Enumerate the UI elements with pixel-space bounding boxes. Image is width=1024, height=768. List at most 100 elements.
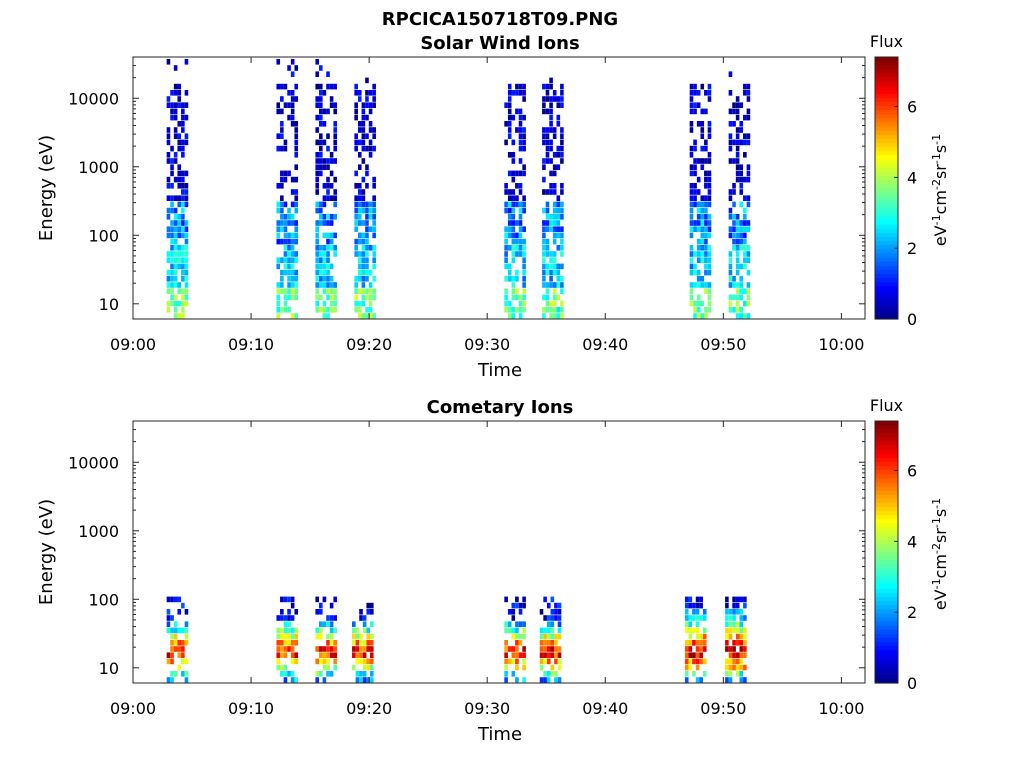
colorbar-step bbox=[875, 650, 898, 655]
heatmap-cell bbox=[315, 164, 320, 170]
heatmap-cell bbox=[560, 96, 564, 102]
heatmap-cell bbox=[294, 313, 299, 319]
heatmap-cell bbox=[511, 90, 516, 96]
heatmap-cell bbox=[725, 640, 729, 646]
heatmap-cell bbox=[177, 257, 182, 263]
heatmap-cell bbox=[542, 96, 546, 102]
heatmap-cell bbox=[173, 621, 178, 627]
heatmap-cell bbox=[546, 677, 551, 683]
heatmap-cell bbox=[329, 214, 334, 220]
heatmap-cell bbox=[365, 77, 369, 84]
heatmap-cell bbox=[290, 201, 295, 208]
heatmap-cell bbox=[746, 294, 751, 301]
heatmap-cell bbox=[696, 300, 701, 307]
heatmap-cell bbox=[329, 220, 334, 226]
heatmap-cell bbox=[746, 257, 751, 263]
heatmap-cell bbox=[173, 282, 178, 288]
heatmap-cell bbox=[166, 96, 171, 102]
heatmap-cell bbox=[280, 640, 284, 646]
heatmap-cell bbox=[315, 282, 320, 288]
heatmap-cell bbox=[739, 652, 744, 658]
heatmap-cell bbox=[329, 170, 334, 177]
heatmap-cell bbox=[287, 263, 291, 270]
heatmap-cell bbox=[361, 207, 366, 214]
colorbar-step bbox=[875, 122, 898, 128]
y-tick-label: 10 bbox=[99, 659, 119, 678]
heatmap-cell bbox=[552, 294, 557, 301]
heatmap-cell bbox=[170, 238, 174, 245]
heatmap-cell bbox=[287, 615, 291, 621]
heatmap-cell bbox=[352, 633, 356, 640]
heatmap-cell bbox=[684, 640, 689, 646]
heatmap-cell bbox=[357, 90, 362, 96]
heatmap-cell bbox=[315, 633, 320, 640]
heatmap-cell bbox=[184, 139, 189, 146]
heatmap-cell bbox=[365, 263, 369, 270]
heatmap-cell bbox=[695, 652, 700, 658]
heatmap-cell bbox=[170, 226, 174, 232]
heatmap-cell bbox=[276, 652, 281, 658]
heatmap-cell bbox=[177, 102, 182, 108]
heatmap-cell bbox=[732, 214, 736, 220]
heatmap-cell bbox=[696, 257, 701, 263]
heatmap-cell bbox=[684, 596, 689, 603]
heatmap-cell bbox=[689, 152, 694, 158]
heatmap-cell bbox=[728, 269, 733, 276]
heatmap-cell bbox=[554, 602, 558, 609]
heatmap-cell bbox=[315, 677, 320, 683]
heatmap-cell bbox=[746, 269, 751, 276]
heatmap-cell bbox=[504, 207, 508, 214]
heatmap-cell bbox=[357, 232, 362, 239]
heatmap-cell bbox=[326, 214, 330, 220]
heatmap-cell bbox=[326, 263, 330, 270]
heatmap-cell bbox=[735, 251, 740, 257]
colorbar-step bbox=[875, 224, 898, 230]
heatmap-cell bbox=[507, 276, 512, 282]
solar-wind-title: Solar Wind Ions bbox=[420, 33, 579, 54]
heatmap-cell bbox=[728, 671, 733, 677]
heatmap-cell bbox=[693, 313, 697, 319]
heatmap-cell bbox=[732, 602, 736, 609]
heatmap-cell bbox=[287, 102, 291, 108]
heatmap-cell bbox=[549, 114, 553, 121]
cometary-axes: 09:00 09:10 09:20 09:30 09:40 09:50 10:0010100… bbox=[68, 420, 865, 718]
heatmap-cell bbox=[695, 646, 700, 652]
heatmap-cell bbox=[276, 300, 281, 307]
colorbar-title: Flux bbox=[870, 32, 903, 51]
heatmap-cell bbox=[511, 294, 516, 301]
heatmap-cell bbox=[326, 276, 330, 282]
heatmap-cell bbox=[276, 201, 281, 208]
heatmap-cell bbox=[283, 214, 288, 220]
heatmap-cell bbox=[361, 238, 366, 245]
heatmap-cell bbox=[315, 189, 320, 195]
heatmap-cell bbox=[315, 276, 320, 282]
heatmap-cell bbox=[735, 238, 740, 245]
heatmap-cell bbox=[280, 176, 284, 183]
heatmap-cell bbox=[689, 121, 694, 127]
colorbar-step bbox=[875, 515, 898, 520]
heatmap-cell bbox=[294, 658, 299, 665]
heatmap-cell bbox=[290, 232, 295, 239]
heatmap-cell bbox=[177, 133, 182, 139]
heatmap-cell bbox=[549, 300, 553, 307]
heatmap-cell bbox=[746, 170, 751, 177]
heatmap-cell bbox=[735, 640, 740, 646]
heatmap-cell bbox=[732, 232, 736, 239]
heatmap-cell bbox=[545, 127, 550, 133]
heatmap-cell bbox=[700, 245, 705, 251]
heatmap-cell bbox=[735, 313, 740, 319]
heatmap-cell bbox=[372, 127, 376, 133]
heatmap-cell bbox=[173, 596, 178, 603]
heatmap-cell bbox=[695, 627, 700, 634]
heatmap-cell bbox=[333, 214, 338, 220]
heatmap-cell bbox=[365, 90, 369, 96]
heatmap-cell bbox=[725, 633, 729, 640]
colorbar-step bbox=[875, 61, 898, 66]
heatmap-cell bbox=[550, 633, 555, 640]
heatmap-cell bbox=[170, 596, 174, 603]
heatmap-cell bbox=[684, 677, 689, 683]
heatmap-cell bbox=[177, 251, 182, 257]
heatmap-cell bbox=[700, 164, 705, 170]
heatmap-cell bbox=[372, 245, 376, 251]
heatmap-cell bbox=[170, 158, 174, 164]
